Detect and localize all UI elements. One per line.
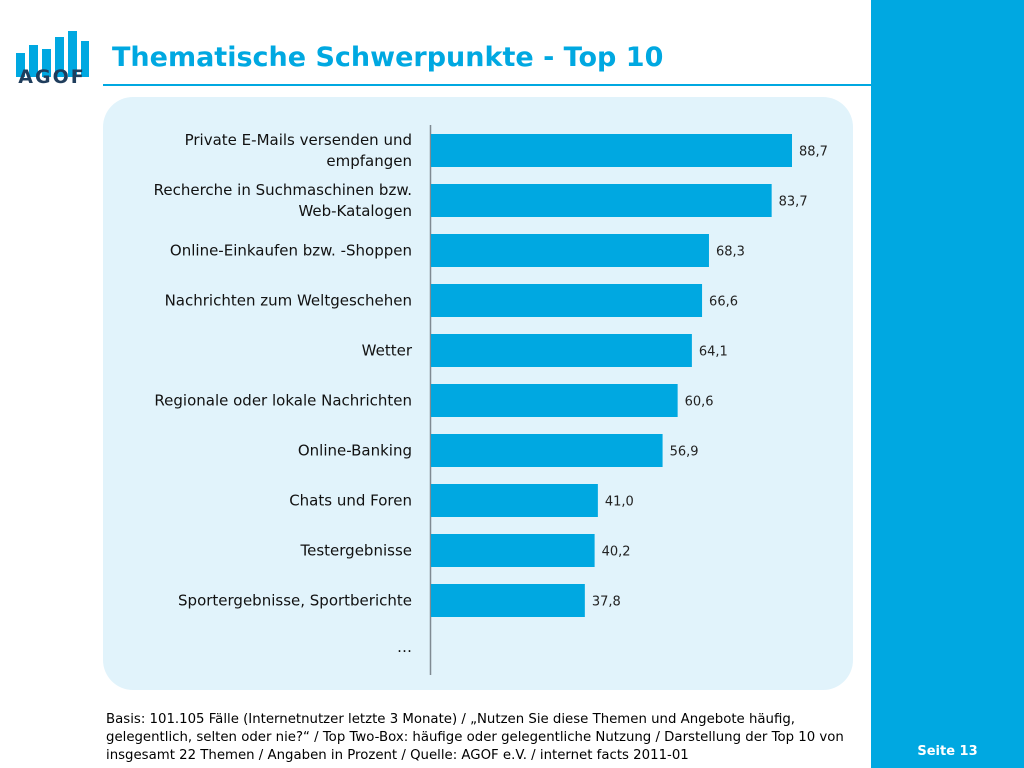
page-number: Seite 13 (917, 744, 978, 759)
more-items-ellipsis: … (397, 638, 412, 656)
agof-logo-bars-icon (16, 31, 89, 77)
bar-10 (431, 584, 585, 617)
category-label: Online-Einkaufen bzw. -Shoppen (170, 242, 412, 260)
category-label: Testergebnisse (300, 542, 412, 560)
category-label: empfangen (326, 152, 412, 170)
category-label: Recherche in Suchmaschinen bzw. (154, 181, 412, 199)
footnote: Basis: 101.105 Fälle (Internetnutzer let… (106, 712, 844, 763)
value-label: 88,7 (799, 145, 828, 160)
category-label: Regionale oder lokale Nachrichten (154, 392, 412, 410)
bar-9 (431, 534, 595, 567)
bar-2 (431, 184, 772, 217)
category-label: Chats und Foren (289, 492, 412, 510)
bar-7 (431, 434, 663, 467)
value-label: 56,9 (670, 445, 699, 460)
bar-8 (431, 484, 598, 517)
category-label: Web-Katalogen (298, 202, 412, 220)
value-label: 40,2 (602, 545, 631, 560)
title-divider (103, 84, 871, 86)
value-label: 60,6 (685, 395, 714, 410)
value-label: 41,0 (605, 495, 634, 510)
right-sidebar-band (871, 0, 1024, 768)
value-label: 66,6 (709, 295, 738, 310)
category-label: Online-Banking (298, 442, 412, 460)
bar-6 (431, 384, 678, 417)
bar-5 (431, 334, 692, 367)
category-label: Sportergebnisse, Sportberichte (178, 592, 412, 610)
category-label: Wetter (362, 342, 413, 360)
value-label: 83,7 (779, 195, 808, 210)
page-title: Thematische Schwerpunkte - Top 10 (112, 42, 664, 73)
agof-logo-text: AGOF (18, 66, 86, 88)
category-label: Nachrichten zum Weltgeschehen (165, 292, 412, 310)
bar-3 (431, 234, 709, 267)
category-label: Private E-Mails versenden und (185, 131, 412, 149)
bar-chart: 88,7 Private E-Mails versenden und empfang… (154, 125, 828, 675)
bar-1 (431, 134, 792, 167)
value-label: 64,1 (699, 345, 728, 360)
value-label: 37,8 (592, 595, 621, 610)
bar-4 (431, 284, 703, 317)
value-label: 68,3 (716, 245, 745, 260)
